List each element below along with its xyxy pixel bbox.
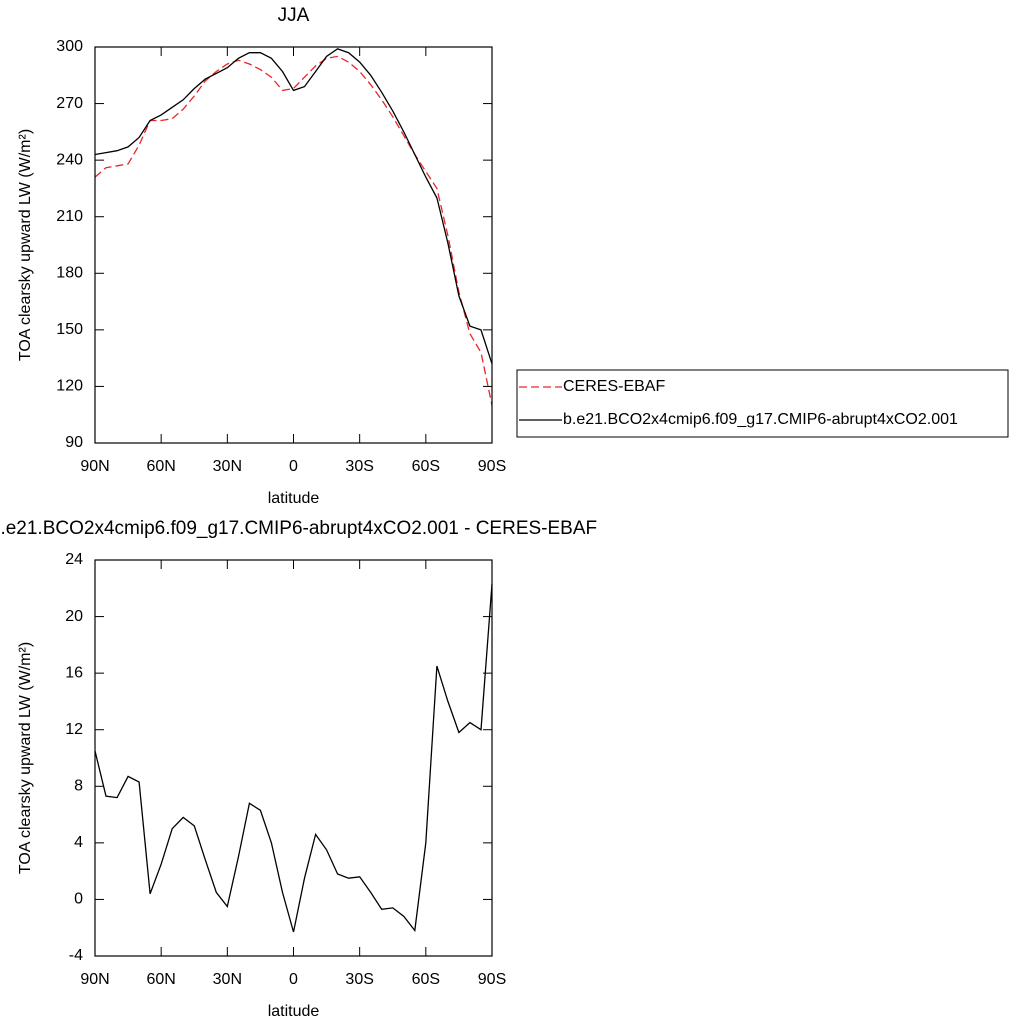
y-tick-label: 240 bbox=[56, 151, 83, 168]
plot-frame bbox=[94, 559, 493, 957]
chart-title: b.e21.BCO2x4cmip6.f09_g17.CMIP6-abrupt4x… bbox=[0, 518, 597, 539]
y-tick-label: 12 bbox=[65, 721, 83, 738]
y-tick-label: 16 bbox=[65, 664, 83, 681]
y-tick-label: 90 bbox=[65, 434, 83, 451]
y-tick-label: 180 bbox=[56, 265, 83, 282]
x-tick-label: 60S bbox=[412, 458, 440, 475]
x-tick-label: 60N bbox=[146, 971, 175, 988]
y-tick-label: 300 bbox=[56, 38, 83, 55]
data-line bbox=[94, 48, 493, 365]
y-axis-label: TOA clearsky upward LW (W/m²) bbox=[17, 642, 34, 874]
y-tick-label: 150 bbox=[56, 321, 83, 338]
y-tick-label: 210 bbox=[56, 208, 83, 225]
y-tick-label: -4 bbox=[69, 947, 83, 964]
x-tick-label: 60S bbox=[412, 971, 440, 988]
legend-label: b.e21.BCO2x4cmip6.f09_g17.CMIP6-abrupt4x… bbox=[563, 411, 958, 428]
y-axis-label: TOA clearsky upward LW (W/m²) bbox=[17, 129, 34, 361]
y-tick-label: 24 bbox=[65, 551, 83, 568]
chart-title: JJA bbox=[278, 5, 310, 26]
y-tick-label: 0 bbox=[74, 891, 83, 908]
x-tick-label: 90N bbox=[80, 971, 109, 988]
x-tick-label: 0 bbox=[289, 971, 298, 988]
x-tick-label: 0 bbox=[289, 458, 298, 475]
x-tick-label: 30S bbox=[345, 971, 373, 988]
legend-box bbox=[516, 369, 1009, 438]
x-tick-label: 30N bbox=[213, 971, 242, 988]
y-tick-label: 120 bbox=[56, 378, 83, 395]
y-tick-label: 20 bbox=[65, 608, 83, 625]
x-tick-label: 90N bbox=[80, 458, 109, 475]
y-tick-label: 8 bbox=[74, 778, 83, 795]
x-axis-label: latitude bbox=[268, 490, 320, 507]
x-tick-label: 90S bbox=[478, 458, 506, 475]
x-tick-label: 90S bbox=[478, 971, 506, 988]
legend-label: CERES-EBAF bbox=[563, 378, 665, 395]
x-tick-label: 60N bbox=[146, 458, 175, 475]
x-tick-label: 30N bbox=[213, 458, 242, 475]
x-axis-label: latitude bbox=[268, 1003, 320, 1020]
y-tick-label: 4 bbox=[74, 834, 83, 851]
plot-frame bbox=[94, 46, 493, 444]
y-tick-label: 270 bbox=[56, 95, 83, 112]
x-tick-label: 30S bbox=[345, 458, 373, 475]
data-line bbox=[94, 583, 493, 933]
data-line bbox=[94, 55, 493, 406]
